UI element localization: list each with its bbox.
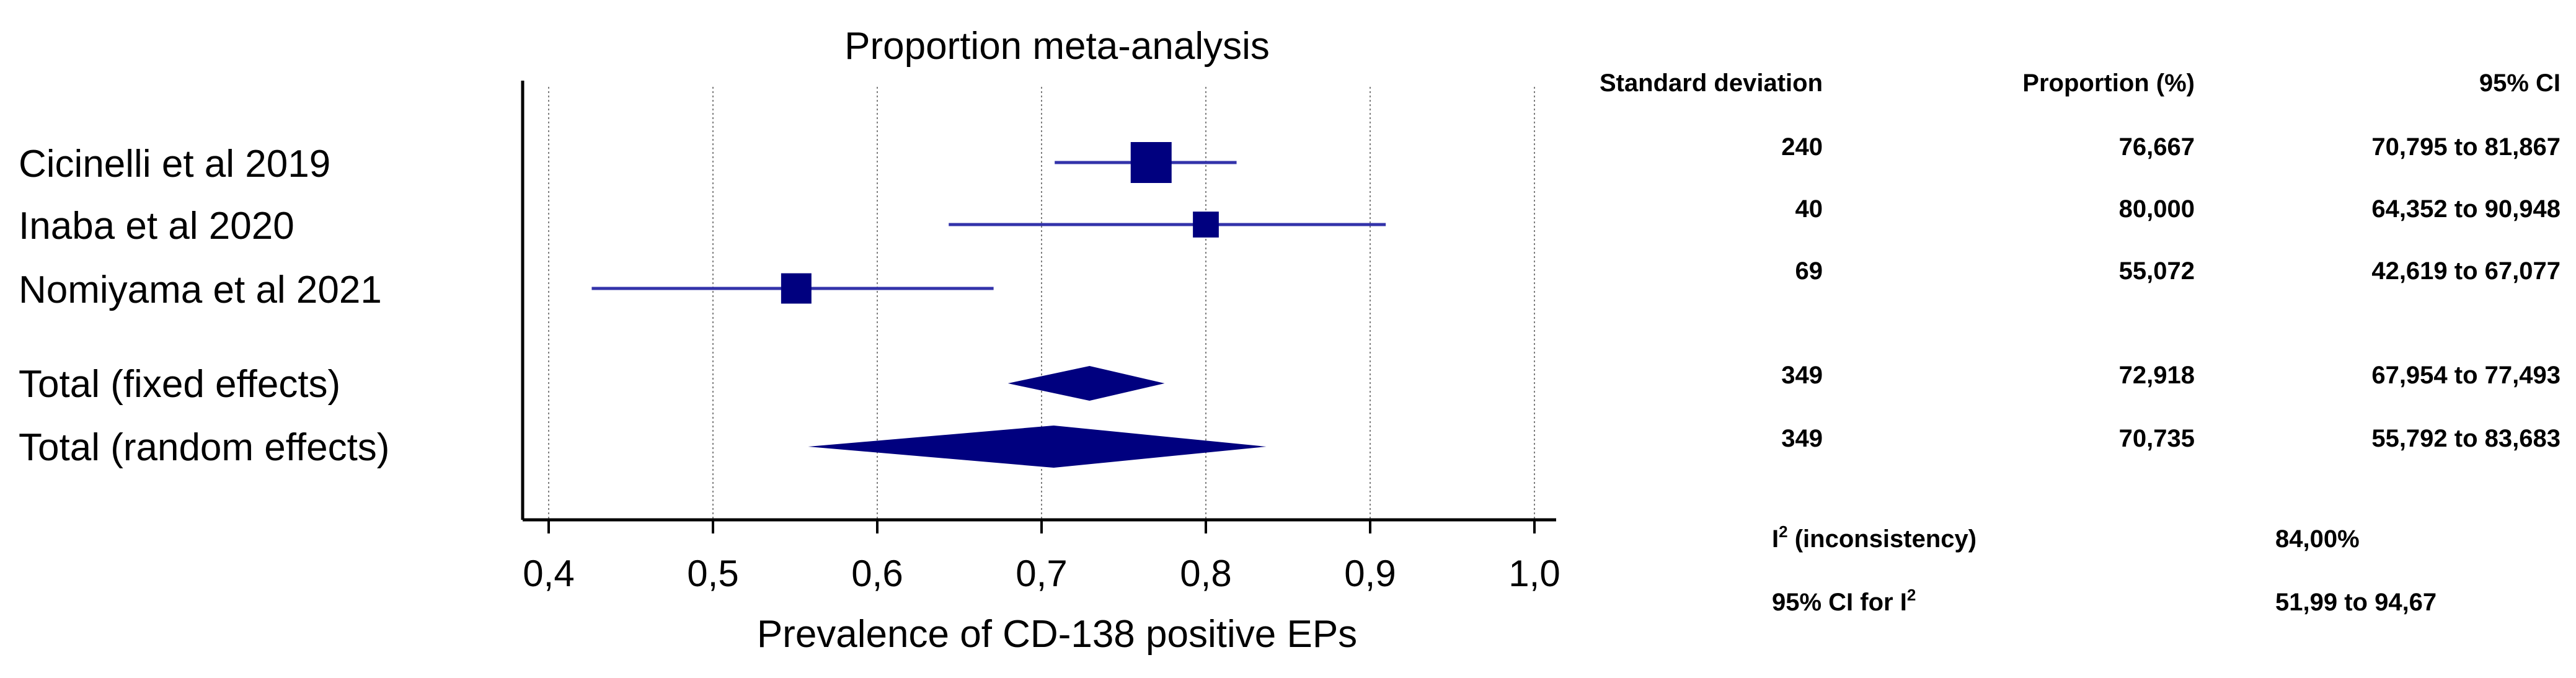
column-header-n: Standard deviation [1600, 69, 1823, 97]
total-fixed-label: Total (fixed effects) [19, 363, 340, 406]
pooled-diamond-fixed [1007, 366, 1165, 401]
n-total-fixed: 349 [1781, 362, 1823, 389]
x-tick-label-1: 0,5 [687, 553, 738, 594]
column-header-proportion: Proportion (%) [2022, 69, 2195, 97]
ci-total-random: 55,792 to 83,683 [2371, 425, 2561, 452]
proportion-nomiyama: 55,072 [2119, 257, 2195, 285]
pooled-diamond-random [808, 426, 1267, 468]
i2-label: I2 (inconsistency) [1772, 522, 1976, 553]
proportion-total-fixed: 72,918 [2119, 362, 2195, 389]
x-axis-ticks: 0,4 0,5 0,6 0,7 0,8 0,9 1,0 [523, 520, 1560, 594]
x-tick-label-0: 0,4 [523, 553, 574, 594]
estimate-marker-study-1 [1193, 212, 1219, 238]
proportion-inaba: 80,000 [2119, 195, 2195, 223]
n-nomiyama: 69 [1795, 257, 1823, 285]
x-tick-label-4: 0,8 [1180, 553, 1231, 594]
proportion-cicinelli: 76,667 [2119, 133, 2195, 161]
n-total-random: 349 [1781, 425, 1823, 452]
i2-ci-label: 95% CI for I2 [1772, 586, 1916, 616]
study-label-inaba: Inaba et al 2020 [19, 205, 294, 248]
x-tick-label-6: 1,0 [1508, 553, 1560, 594]
ci-inaba: 64,352 to 90,948 [2371, 195, 2561, 223]
plot-marks [591, 142, 1386, 468]
study-label-cicinelli: Cicinelli et al 2019 [19, 143, 330, 185]
n-inaba: 40 [1795, 195, 1823, 223]
estimate-marker-study-0 [1130, 142, 1172, 183]
x-tick-label-5: 0,9 [1344, 553, 1396, 594]
x-tick-label-3: 0,7 [1016, 553, 1067, 594]
ci-total-fixed: 67,954 to 77,493 [2371, 362, 2561, 389]
ci-cicinelli: 70,795 to 81,867 [2371, 133, 2561, 161]
study-label-nomiyama: Nomiyama et al 2021 [19, 269, 382, 311]
total-random-label: Total (random effects) [19, 426, 389, 469]
ci-nomiyama: 42,619 to 67,077 [2371, 257, 2561, 285]
i2-ci-value: 51,99 to 94,67 [2275, 589, 2437, 616]
estimate-marker-study-2 [781, 273, 812, 304]
chart-title: Proportion meta-analysis [844, 25, 1270, 68]
n-cicinelli: 240 [1781, 133, 1823, 161]
x-tick-label-2: 0,6 [851, 553, 903, 594]
proportion-total-random: 70,735 [2119, 425, 2195, 452]
i2-value: 84,00% [2275, 525, 2360, 553]
column-header-ci: 95% CI [2479, 69, 2561, 97]
x-axis-label: Prevalence of CD-138 positive EPs [757, 613, 1357, 656]
